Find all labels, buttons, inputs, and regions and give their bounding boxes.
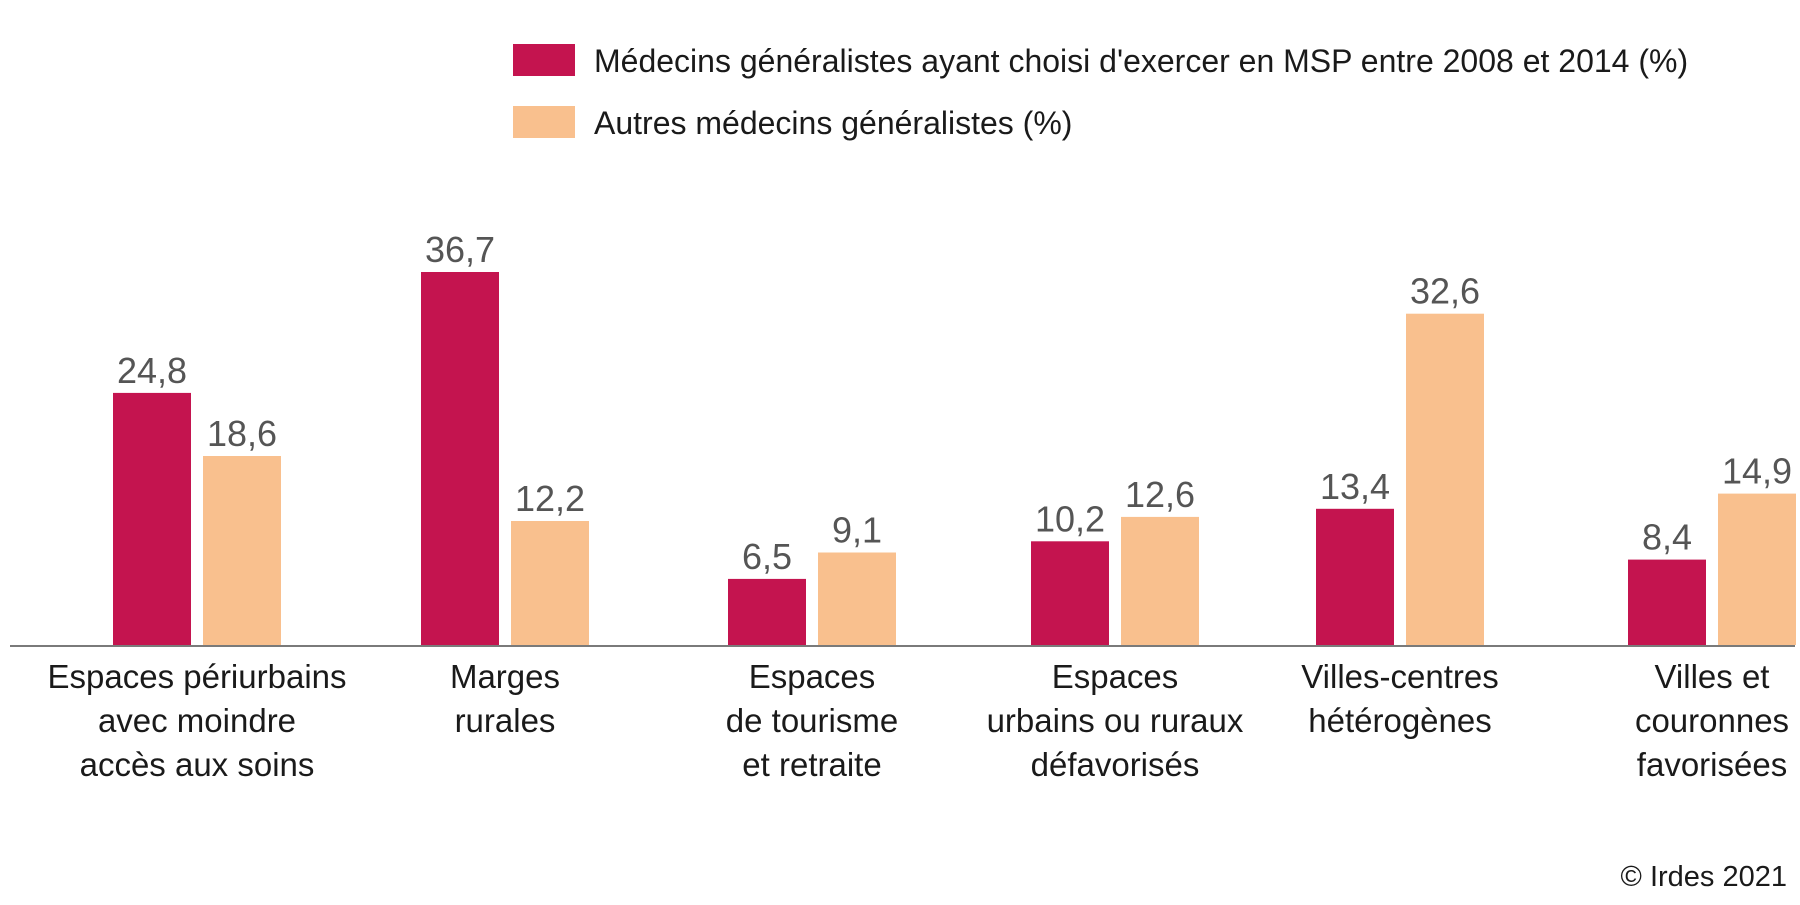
value-label-series-1-category-5: 13,4 [1320,466,1390,507]
legend-swatch-series-2 [513,106,575,138]
category-label-3-line-1: Espaces [749,658,876,695]
value-label-series-1-category-4: 10,2 [1035,498,1105,539]
bar-series-1-category-1 [113,392,191,645]
legend-swatch-series-1 [513,44,575,76]
bars [113,272,1796,645]
bar-series-2-category-4 [1121,516,1199,645]
category-labels: Espaces périurbains avec moindre accès aux… [48,658,1790,783]
value-label-series-2-category-4: 12,6 [1125,474,1195,515]
bar-series-2-category-3 [818,552,896,645]
category-label-4-line-1: Espaces [1052,658,1179,695]
value-label-series-2-category-1: 18,6 [207,413,277,454]
bar-series-1-category-3 [728,578,806,645]
legend: Médecins généralistes ayant choisi d'exe… [513,43,1688,141]
value-labels: 24,8 18,6 36,7 12,2 6,5 9,1 10,2 12,6 13,4 32,6 8,… [117,229,1792,577]
bar-series-2-category-6 [1718,493,1796,645]
category-label-1-line-3: accès aux soins [80,746,315,783]
category-label-6-line-3: favorisées [1637,746,1787,783]
category-label-6-line-2: couronnes [1635,702,1789,739]
value-label-series-1-category-1: 24,8 [117,350,187,391]
bar-series-1-category-6 [1628,559,1706,645]
category-label-4-line-3: défavorisés [1031,746,1200,783]
category-label-5-line-2: hétérogènes [1308,702,1491,739]
bar-series-2-category-2 [511,521,589,645]
bar-series-1-category-2 [421,272,499,645]
category-label-3-line-3: et retraite [742,746,881,783]
category-label-2-line-2: rurales [455,702,556,739]
bar-series-1-category-4 [1031,541,1109,645]
bar-series-1-category-5 [1316,508,1394,645]
value-label-series-1-category-3: 6,5 [742,536,792,577]
bar-series-2-category-1 [203,456,281,645]
value-label-series-2-category-6: 14,9 [1722,451,1792,492]
legend-label-series-2: Autres médecins généralistes (%) [594,105,1072,141]
category-label-2-line-1: Marges [450,658,560,695]
bar-series-2-category-5 [1406,313,1484,645]
value-label-series-2-category-5: 32,6 [1410,271,1480,312]
category-label-6-line-1: Villes et [1655,658,1770,695]
value-label-series-2-category-2: 12,2 [515,478,585,519]
credit-text: © Irdes 2021 [1621,861,1787,893]
category-label-4-line-2: urbains ou ruraux [987,702,1244,739]
value-label-series-2-category-3: 9,1 [832,510,882,551]
category-label-3-line-2: de tourisme [726,702,898,739]
category-label-5-line-1: Villes-centres [1301,658,1498,695]
category-label-1-line-1: Espaces périurbains [48,658,347,695]
category-label-1-line-2: avec moindre [98,702,296,739]
value-label-series-1-category-6: 8,4 [1642,517,1692,558]
legend-label-series-1: Médecins généralistes ayant choisi d'exe… [594,43,1688,79]
value-label-series-1-category-2: 36,7 [425,229,495,270]
